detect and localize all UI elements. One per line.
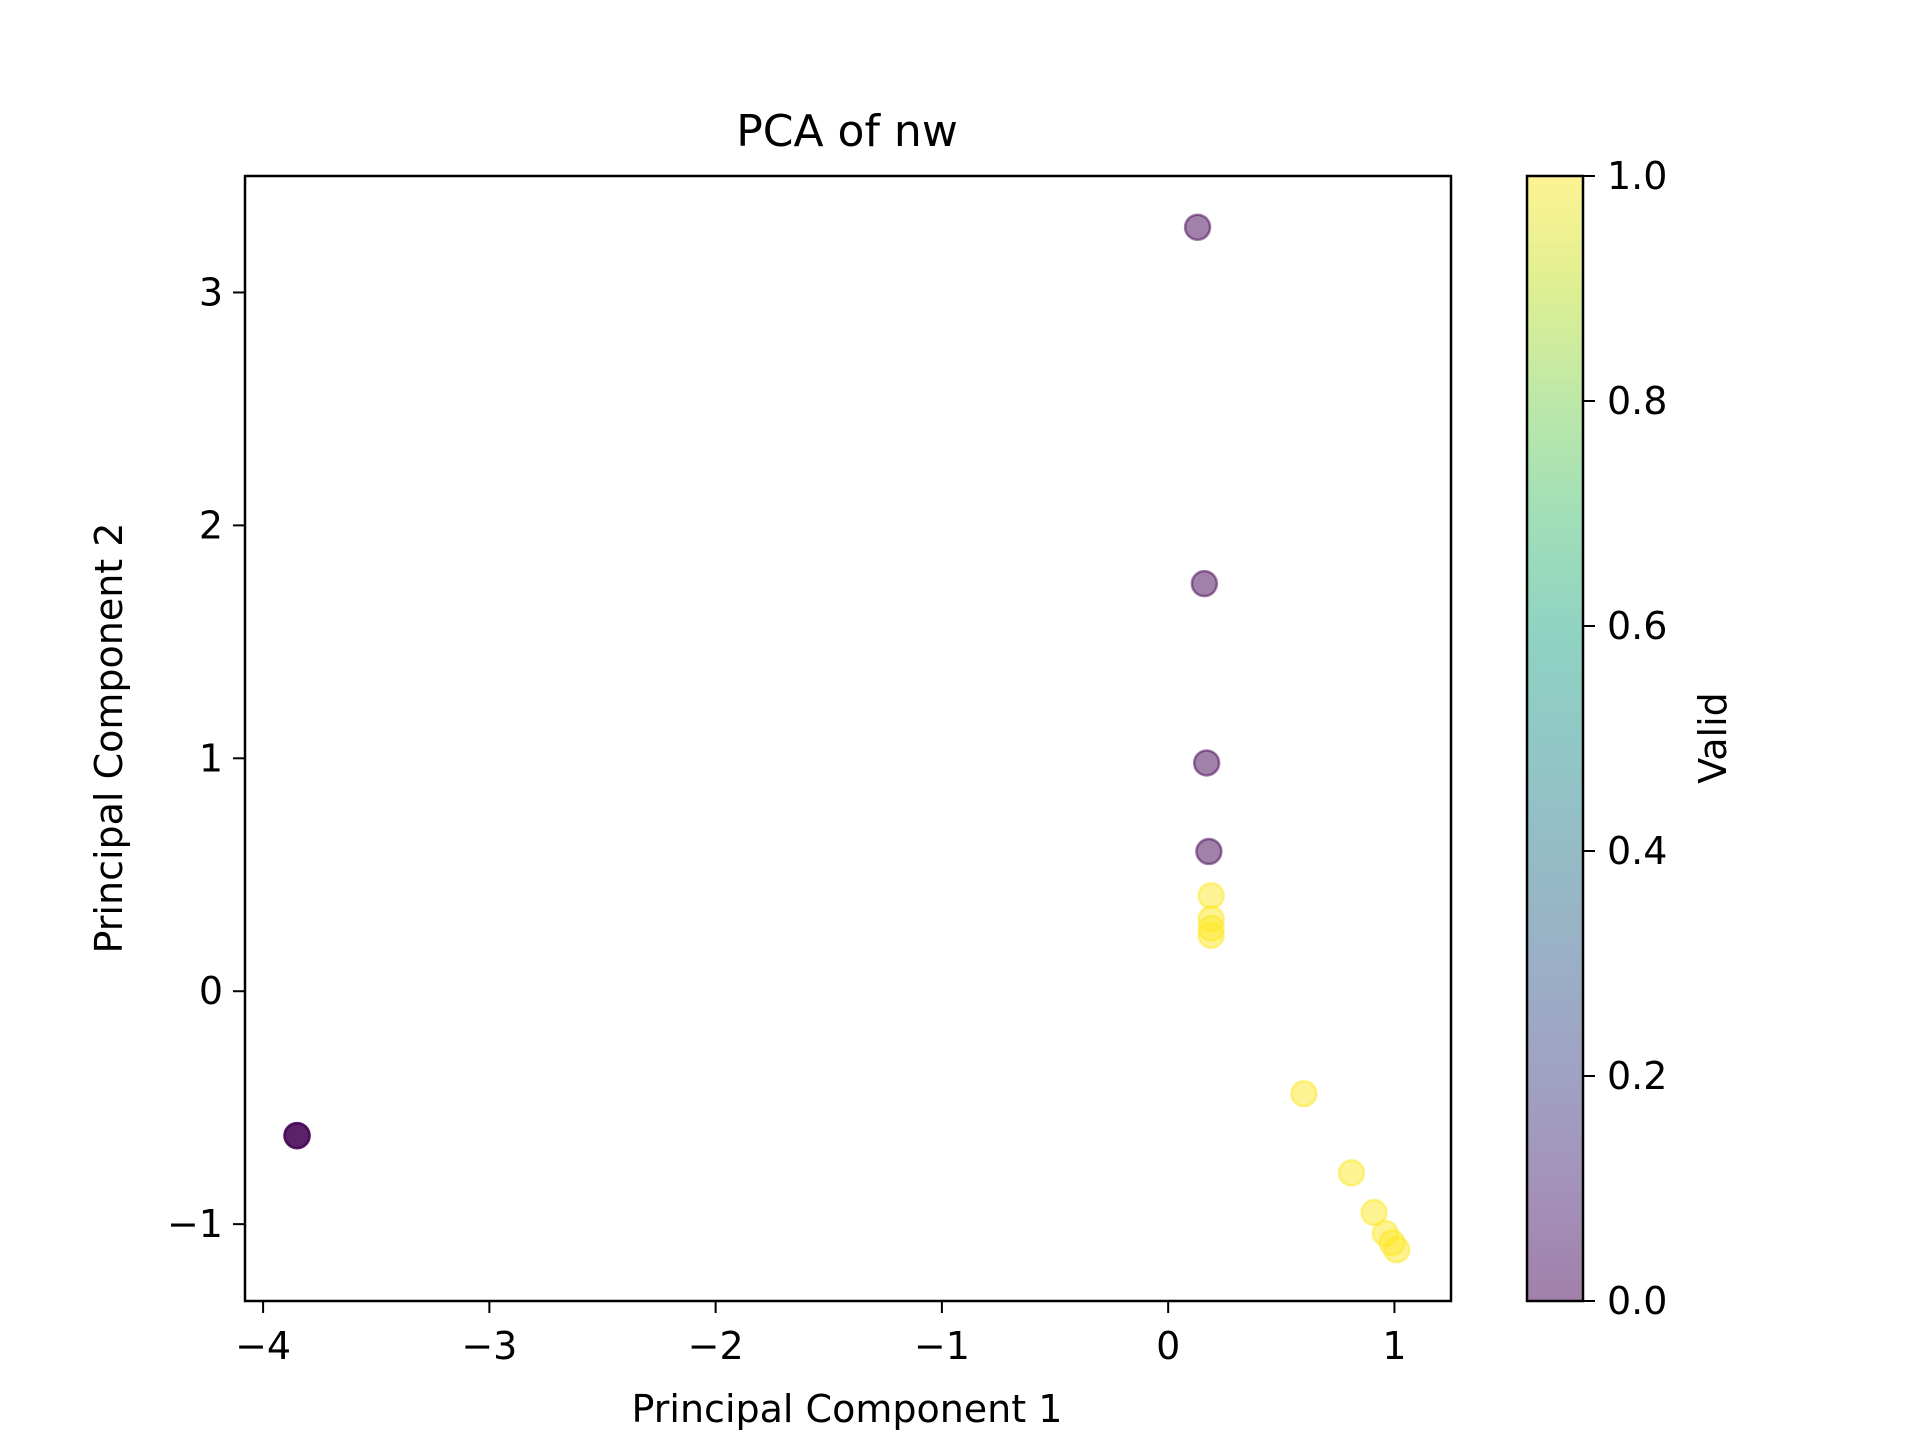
- data-point: [1197, 921, 1225, 950]
- y-tick-label: 1: [199, 736, 223, 780]
- points-layer: [283, 213, 1411, 1264]
- colorbar-tick-label: 0.4: [1607, 829, 1667, 873]
- y-tick-label: 2: [199, 503, 223, 547]
- colorbar-tick-label: 0.8: [1607, 379, 1667, 423]
- colorbar: 0.0 0.2 0.4 0.6 0.8 1.0 Valid: [1525, 154, 1735, 1323]
- data-point: [1190, 569, 1219, 598]
- plot-frame: [243, 174, 1453, 1303]
- data-point: [1290, 1079, 1318, 1108]
- colorbar-tick-label: 0.0: [1607, 1279, 1667, 1323]
- x-tick-label: −2: [688, 1324, 744, 1368]
- y-axis: −1 0 1 2 3: [167, 270, 245, 1246]
- data-point: [1195, 837, 1223, 866]
- data-point: [283, 1121, 311, 1150]
- data-point: [1360, 1198, 1388, 1227]
- y-axis-label: Principal Component 2: [87, 523, 131, 954]
- colorbar-tick-label: 0.2: [1607, 1054, 1667, 1098]
- colorbar-gradient: [1527, 176, 1583, 1301]
- y-tick-label: −1: [167, 1202, 223, 1246]
- data-point: [1382, 1236, 1411, 1264]
- y-tick-label: 3: [199, 270, 223, 314]
- x-tick-label: −4: [235, 1324, 291, 1368]
- x-tick-label: −1: [914, 1324, 970, 1368]
- colorbar-ticks: 0.0 0.2 0.4 0.6 0.8 1.0: [1583, 154, 1667, 1323]
- y-tick-label: 0: [199, 969, 223, 1013]
- data-point: [1197, 881, 1225, 910]
- colorbar-tick-label: 1.0: [1607, 154, 1667, 198]
- x-tick-label: 0: [1156, 1324, 1180, 1368]
- colorbar-frame: [1525, 174, 1585, 1303]
- x-axis-label: Principal Component 1: [632, 1387, 1063, 1431]
- x-axis: −4 −3 −2 −1 0 1: [235, 1301, 1407, 1368]
- data-point: [1183, 213, 1212, 241]
- x-tick-label: −3: [461, 1324, 517, 1368]
- data-point: [1192, 749, 1221, 777]
- data-point: [1337, 1159, 1366, 1187]
- colorbar-label: Valid: [1691, 692, 1735, 784]
- x-tick-label: 1: [1382, 1324, 1406, 1368]
- colorbar-tick-label: 0.6: [1607, 604, 1667, 648]
- chart-title: PCA of nw: [736, 106, 958, 157]
